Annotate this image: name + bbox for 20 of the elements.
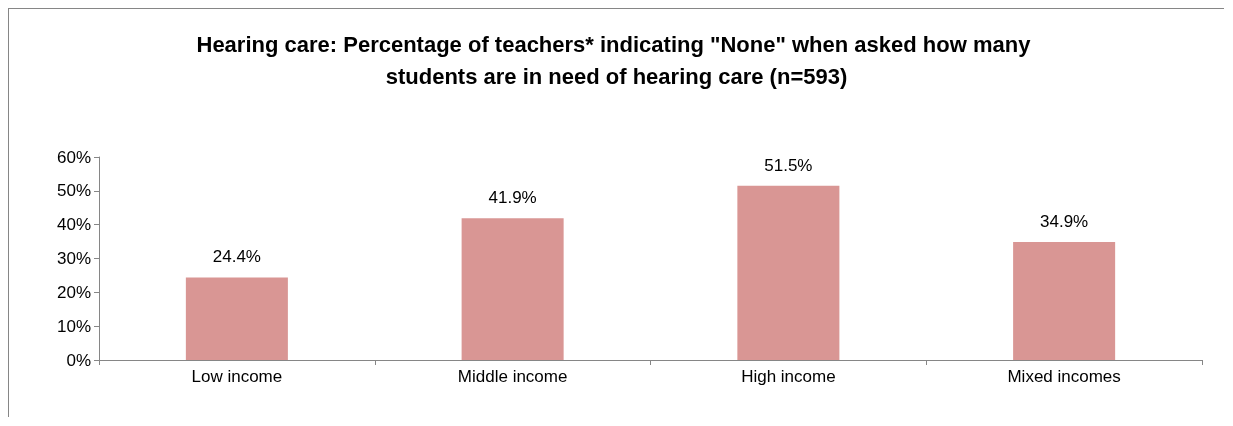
data-label: 51.5% xyxy=(764,155,813,175)
y-tick-label: 0% xyxy=(66,350,91,370)
x-tick-label: Mixed incomes xyxy=(1007,367,1121,386)
bar xyxy=(461,218,564,360)
data-label: 34.9% xyxy=(1040,211,1089,231)
y-tick-label: 10% xyxy=(56,316,91,336)
y-tick-label: 30% xyxy=(56,249,91,268)
bar xyxy=(737,185,840,360)
data-label: 41.9% xyxy=(488,188,537,208)
x-tick-label: High income xyxy=(741,367,836,386)
chart-title: Hearing care: Percentage of teachers* indicating "None" when asked how many students are in need of hearing care (n=593) xyxy=(196,31,1037,89)
y-tick-label: 50% xyxy=(56,181,91,201)
x-tick-label: Middle income xyxy=(457,367,568,386)
bar xyxy=(1013,241,1116,360)
y-tick-label: 60% xyxy=(56,147,91,167)
y-tick-label: 20% xyxy=(56,282,91,302)
y-tick-label: 40% xyxy=(56,215,91,235)
data-label: 24.4% xyxy=(212,247,261,267)
bar xyxy=(185,277,288,360)
x-tick-label: Low income xyxy=(191,367,283,386)
